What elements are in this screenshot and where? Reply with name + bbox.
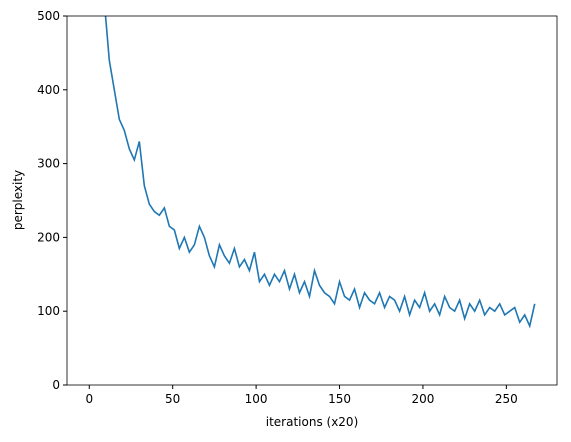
x-tick-label: 150 — [328, 392, 351, 406]
x-tick-label: 50 — [165, 392, 180, 406]
y-tick-label: 0 — [52, 378, 60, 392]
x-tick-label: 200 — [411, 392, 434, 406]
y-tick-label: 500 — [37, 9, 60, 23]
line — [104, 16, 536, 329]
y-tick-label: 100 — [37, 304, 60, 318]
y-tick-label: 400 — [37, 83, 60, 97]
x-tick-label: 100 — [245, 392, 268, 406]
y-tick-label: 300 — [37, 157, 60, 171]
y-axis-label: perplexity — [11, 170, 25, 230]
x-tick-label: 0 — [85, 392, 93, 406]
x-axis-label: iterations (x20) — [266, 415, 359, 429]
plot-frame — [66, 15, 558, 386]
y-tick-label: 200 — [37, 230, 60, 244]
x-tick-label: 250 — [495, 392, 518, 406]
